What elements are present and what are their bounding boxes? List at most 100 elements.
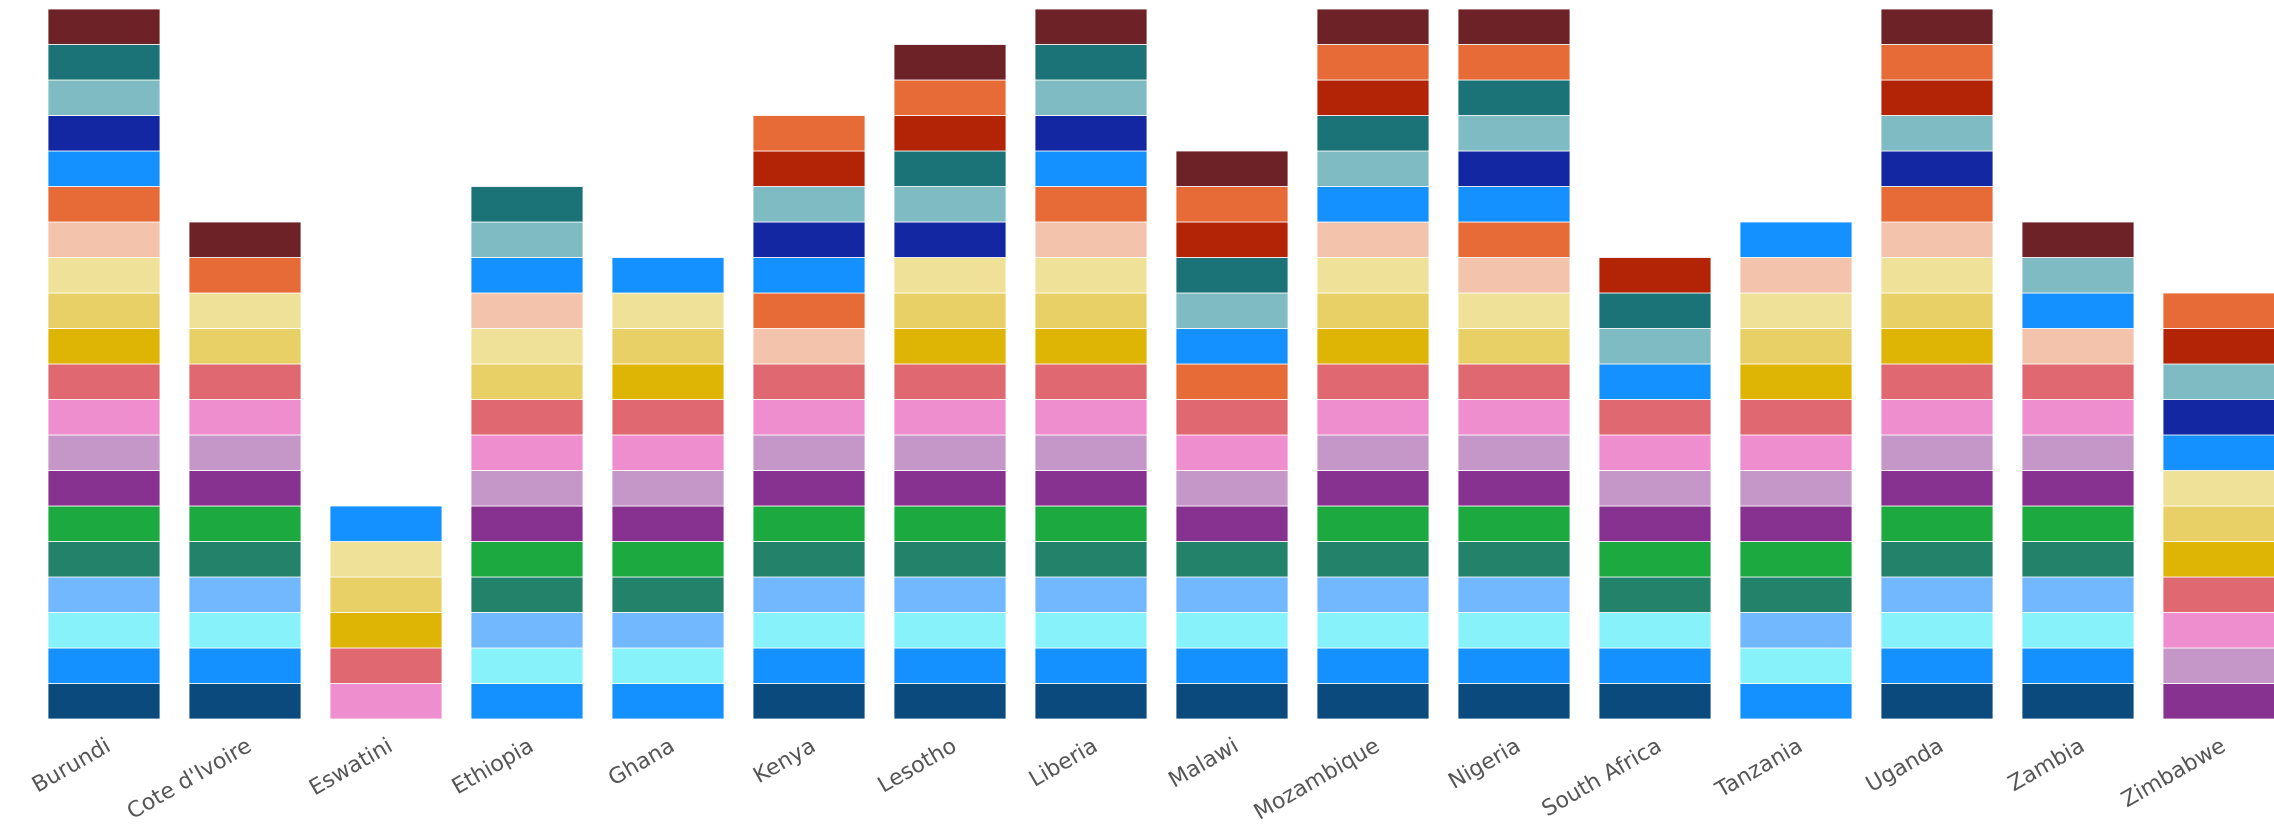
bar-segment — [1175, 399, 1289, 436]
bar-segment — [188, 470, 302, 507]
bar-segment — [47, 292, 161, 329]
bar-segment — [893, 505, 1007, 542]
bar-ethiopia — [470, 186, 584, 720]
bar-segment — [2021, 505, 2135, 542]
bar-mozambique — [1316, 8, 1430, 720]
bar-segment — [1457, 470, 1571, 507]
bar-uganda — [1880, 8, 1994, 720]
bar-segment — [1316, 44, 1430, 81]
bar-segment — [1316, 399, 1430, 436]
bar-segment — [1598, 399, 1712, 436]
bar-segment — [1175, 647, 1289, 684]
bar-segment — [1880, 612, 1994, 649]
bar-segment — [47, 434, 161, 471]
bar-segment — [1457, 44, 1571, 81]
bar-segment — [611, 292, 725, 329]
bar-segment — [1598, 576, 1712, 613]
bar-segment — [2162, 647, 2274, 684]
bar-segment — [893, 363, 1007, 400]
bar-segment — [611, 257, 725, 294]
bar-segment — [188, 328, 302, 365]
bar-segment — [1880, 434, 1994, 471]
bar-segment — [1739, 434, 1853, 471]
x-tick-label: Cote d'Ivoire — [123, 734, 256, 825]
bar-segment — [1175, 186, 1289, 223]
bar-segment — [1034, 505, 1148, 542]
bar-segment — [1034, 186, 1148, 223]
bar-segment — [611, 328, 725, 365]
bar-liberia — [1034, 8, 1148, 720]
bar-segment — [1739, 221, 1853, 258]
bar-segment — [893, 115, 1007, 152]
x-tick-label: Lesotho — [874, 734, 961, 799]
bar-segment — [1739, 363, 1853, 400]
bar-segment — [470, 541, 584, 578]
bar-segment — [1598, 328, 1712, 365]
bar-segment — [47, 576, 161, 613]
bar-segment — [2162, 292, 2274, 329]
bar-segment — [893, 221, 1007, 258]
bar-segment — [470, 683, 584, 720]
bar-segment — [47, 683, 161, 720]
bar-segment — [1316, 328, 1430, 365]
bar-segment — [188, 683, 302, 720]
bar-segment — [1175, 292, 1289, 329]
bar-segment — [47, 115, 161, 152]
bar-segment — [470, 221, 584, 258]
bar-segment — [1457, 115, 1571, 152]
bar-segment — [2021, 363, 2135, 400]
bar-segment — [2162, 328, 2274, 365]
bar-segment — [1316, 221, 1430, 258]
bar-segment — [47, 150, 161, 187]
bar-segment — [1175, 328, 1289, 365]
bar-segment — [1598, 257, 1712, 294]
bar-segment — [1316, 150, 1430, 187]
bar-segment — [1598, 434, 1712, 471]
bar-segment — [2021, 434, 2135, 471]
bar-segment — [1034, 470, 1148, 507]
x-tick-label: Eswatini — [305, 734, 397, 801]
bar-segment — [1457, 257, 1571, 294]
bar-segment — [1457, 505, 1571, 542]
bar-segment — [1175, 541, 1289, 578]
bar-segment — [2162, 363, 2274, 400]
bar-segment — [470, 186, 584, 223]
bar-segment — [611, 541, 725, 578]
x-tick-labels: Burundi Cote d'Ivoire Eswatini Ethiopia Ghan… — [28, 734, 2230, 826]
bar-segment — [1175, 221, 1289, 258]
x-tick-label: Malawi — [1165, 734, 1243, 794]
bar-segment — [1880, 292, 1994, 329]
bar-segment — [1316, 647, 1430, 684]
bar-segment — [188, 505, 302, 542]
bar-segment — [1316, 115, 1430, 152]
bar-tanzania — [1739, 221, 1853, 720]
bar-segment — [47, 470, 161, 507]
bar-segment — [1457, 612, 1571, 649]
bar-kenya — [752, 115, 866, 720]
bar-segment — [2021, 257, 2135, 294]
bar-segment — [1457, 399, 1571, 436]
bar-segment — [611, 363, 725, 400]
bar-segment — [1457, 683, 1571, 720]
bar-segment — [1316, 257, 1430, 294]
bar-segment — [2021, 292, 2135, 329]
bar-segment — [1598, 541, 1712, 578]
bar-segment — [2162, 612, 2274, 649]
bar-segment — [2021, 647, 2135, 684]
bar-segment — [1880, 186, 1994, 223]
bar-segment — [188, 292, 302, 329]
bar-segment — [1175, 576, 1289, 613]
bar-segment — [470, 292, 584, 329]
x-tick-label: Kenya — [749, 734, 820, 789]
bar-segment — [188, 257, 302, 294]
bar-segment — [1316, 8, 1430, 45]
bar-segment — [1034, 8, 1148, 45]
bar-segment — [470, 505, 584, 542]
bar-segment — [1739, 612, 1853, 649]
bar-segment — [470, 612, 584, 649]
bar-segment — [47, 612, 161, 649]
bar-segment — [1457, 292, 1571, 329]
bar-south-africa — [1598, 257, 1712, 720]
bar-segment — [1598, 505, 1712, 542]
bar-segment — [188, 399, 302, 436]
